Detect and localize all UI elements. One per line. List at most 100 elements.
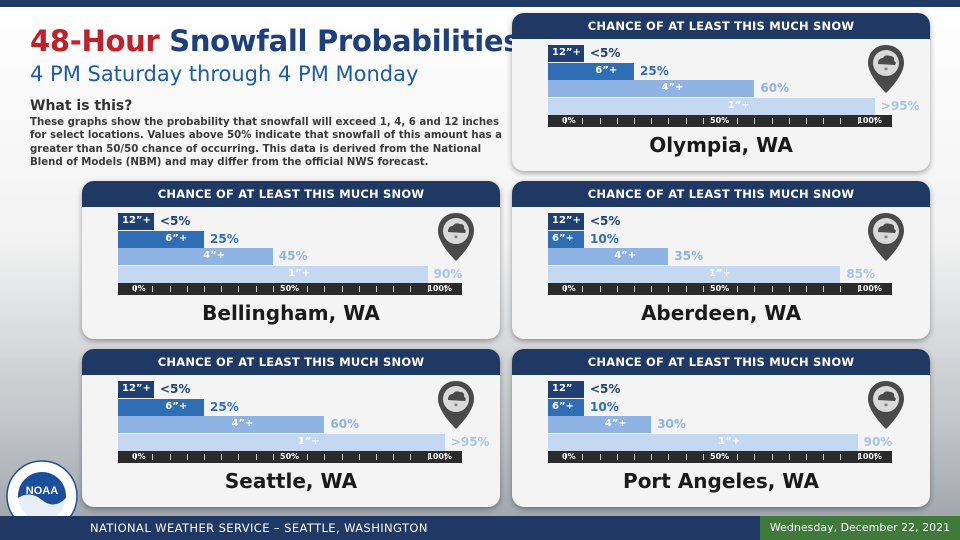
axis-tick	[238, 286, 240, 292]
axis-tick	[823, 454, 825, 460]
bar-value-label: <5%	[160, 382, 191, 396]
svg-text:*: *	[884, 234, 888, 243]
axis-tick	[376, 286, 377, 292]
axis-tick	[874, 454, 876, 460]
axis-tick	[737, 454, 739, 460]
bar-0: 12”+ <5%	[548, 45, 620, 62]
axis-tick	[616, 454, 618, 460]
bar-2: 4”+ 60%	[118, 416, 359, 433]
svg-text:*: *	[884, 66, 888, 75]
axis-tick-label: 50%	[710, 284, 730, 293]
axis-tick	[874, 118, 876, 124]
axis-tick	[565, 286, 567, 292]
axis-tick	[376, 454, 377, 460]
axis-tick	[324, 454, 326, 460]
bar-value-label: <5%	[160, 214, 191, 228]
axis-tick	[444, 286, 446, 292]
axis-tick	[255, 286, 257, 292]
axis-tick-label: 0%	[562, 116, 576, 125]
axis-tick	[771, 118, 773, 124]
axis-tick	[565, 118, 567, 124]
description-text: These graphs show the probability that s…	[30, 117, 502, 169]
axis-tick	[582, 454, 584, 460]
axis-tick	[616, 286, 618, 292]
x-axis: 0% 50% 100%	[118, 283, 462, 295]
axis-tick	[788, 286, 790, 292]
bar-category-label: 4”+	[231, 418, 254, 429]
bar-category-label: 12”+	[552, 215, 581, 226]
bar-0: 12”+ <5%	[118, 381, 190, 398]
snow-cloud-pin-icon: *	[868, 213, 904, 261]
x-axis: 0% 50% 100%	[548, 115, 892, 127]
axis-tick	[702, 118, 704, 124]
bar-category-label: 12”+	[122, 383, 151, 394]
svg-text:*: *	[454, 402, 458, 411]
axis-tick	[427, 286, 429, 292]
axis-tick	[169, 286, 171, 292]
location-name: Olympia, WA	[649, 133, 793, 157]
bar-3: 1”+ 85%	[548, 265, 875, 283]
bar-value-label: <5%	[590, 214, 621, 228]
axis-tick	[324, 286, 326, 292]
axis-tick	[754, 118, 756, 124]
bar-category-label: 1”+	[708, 267, 731, 279]
x-axis: 0% 50% 100%	[118, 451, 462, 463]
bar-value-label: 85%	[846, 266, 876, 281]
title-rest: Snowfall Probabilities	[159, 24, 521, 58]
snow-chart-panel: CHANCE OF AT LEAST THIS MUCH SNOW 12” <5% 6…	[512, 349, 930, 507]
bar-category-label: 6”+	[595, 64, 618, 76]
axis-tick	[393, 286, 395, 292]
axis-tick	[857, 118, 859, 124]
snow-cloud-pin-icon: *	[438, 213, 474, 261]
axis-tick	[737, 118, 739, 124]
axis-tick	[341, 286, 343, 292]
axis-tick	[754, 454, 756, 460]
snow-cloud-pin-icon: *	[868, 381, 904, 429]
axis-tick	[582, 118, 584, 124]
axis-tick	[186, 454, 188, 460]
bar-category-label: 12”+	[552, 47, 581, 58]
snow-cloud-pin-icon: *	[868, 45, 904, 93]
chart-title: CHANCE OF AT LEAST THIS MUCH SNOW	[82, 349, 500, 375]
axis-tick	[806, 286, 807, 292]
axis-tick-label: 50%	[280, 284, 300, 293]
axis-tick	[444, 454, 446, 460]
axis-tick-label: 0%	[132, 284, 146, 293]
bar-category-label: 4”+	[604, 418, 627, 429]
x-axis: 0% 50% 100%	[548, 283, 892, 295]
axis-tick	[393, 454, 395, 460]
axis-tick	[599, 118, 601, 124]
axis-tick-label: 50%	[710, 116, 730, 125]
bar-category-label: 4”+	[203, 250, 226, 261]
axis-tick	[599, 454, 601, 460]
svg-text:*: *	[454, 234, 458, 243]
axis-tick	[788, 118, 790, 124]
bar-3: 1”+ 90%	[548, 433, 892, 451]
bar-0: 12”+ <5%	[548, 213, 620, 230]
bar-category-label: 1”+	[718, 435, 741, 447]
bar-category-label: 6”+	[165, 232, 188, 244]
probability-bar-chart: 12” <5% 6”+ 10% 4”+ 30% 1”+ 90% 0% 50% 100%	[548, 381, 892, 463]
bar-category-label: 6”+	[552, 232, 574, 244]
location-name: Bellingham, WA	[202, 301, 380, 325]
axis-tick	[255, 454, 257, 460]
axis-tick	[668, 118, 670, 124]
noaa-logo: NOAA	[6, 460, 78, 532]
bar-value-label: <5%	[590, 46, 621, 60]
snow-chart-panel: CHANCE OF AT LEAST THIS MUCH SNOW 12”+ <5%…	[512, 13, 930, 171]
snow-cloud-pin-icon: *	[438, 381, 474, 429]
bar-value-label: 25%	[210, 399, 239, 414]
axis-tick	[823, 118, 825, 124]
axis-tick	[341, 454, 343, 460]
axis-tick	[152, 454, 154, 460]
axis-tick	[668, 286, 670, 292]
axis-tick-label: 0%	[562, 284, 576, 293]
bar-value-label: 30%	[657, 417, 686, 431]
bar-3: 1”+ >95%	[548, 97, 920, 115]
axis-tick	[840, 118, 842, 124]
bar-value-label: >95%	[450, 434, 490, 449]
axis-tick	[204, 286, 205, 292]
bar-category-label: 1”+	[727, 99, 750, 111]
axis-tick	[410, 286, 412, 292]
bar-value-label: 90%	[433, 266, 463, 281]
